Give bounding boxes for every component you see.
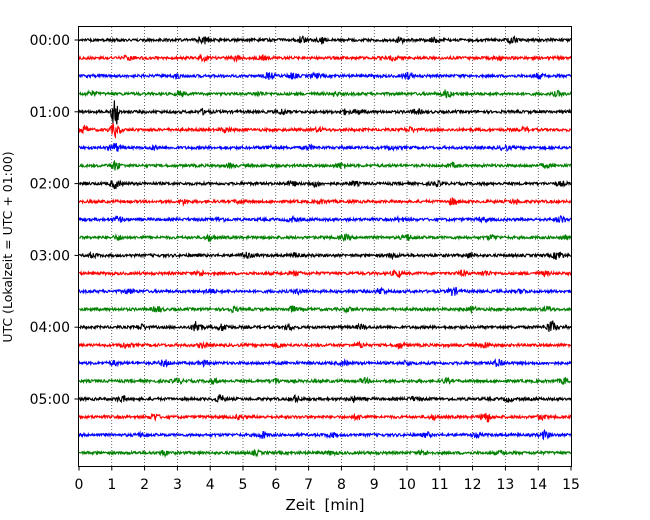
seismic-trace xyxy=(78,100,572,125)
seismic-trace xyxy=(78,232,572,243)
seismic-trace xyxy=(78,197,572,207)
y-tick-label: 00:00 xyxy=(30,33,70,49)
seismic-trace xyxy=(78,123,572,139)
x-tick-label: 5 xyxy=(239,477,248,493)
seismic-trace xyxy=(78,448,572,459)
x-tick-label: 3 xyxy=(173,477,182,493)
seismic-trace xyxy=(78,143,572,153)
seismic-trace xyxy=(78,412,572,424)
x-axis: 0 1 2 3 4 5 6 7 8 9 10 11 12 13 14 15 xyxy=(75,466,580,493)
x-tick-label: 8 xyxy=(337,477,346,493)
seismic-trace xyxy=(79,320,572,332)
x-tick-label: 10 xyxy=(398,477,416,493)
x-tick-label: 7 xyxy=(304,477,313,493)
seismic-trace xyxy=(78,89,572,99)
x-tick-label: 6 xyxy=(271,477,280,493)
plot-frame xyxy=(78,26,572,467)
seismic-trace xyxy=(78,214,572,224)
x-tick-label: 4 xyxy=(206,477,215,493)
y-tick-label: 04:00 xyxy=(30,320,70,336)
x-tick-label: 12 xyxy=(464,477,482,493)
seismic-trace xyxy=(78,251,572,261)
seismic-trace xyxy=(78,268,572,279)
x-tick-label: 11 xyxy=(431,477,449,493)
x-tick-label: 14 xyxy=(529,477,547,493)
seismic-trace xyxy=(78,304,572,315)
x-tick-label: 13 xyxy=(496,477,514,493)
y-tick-label: 02:00 xyxy=(30,177,70,193)
x-tick-label: 2 xyxy=(140,477,149,493)
x-axis-label: Zeit [min] xyxy=(285,496,364,514)
y-axis-label: UTC (Lokalzeit = UTC + 01:00) xyxy=(0,151,15,342)
y-tick-label: 01:00 xyxy=(30,105,70,121)
y-axis: 00:00 01:00 02:00 03:00 04:00 05:00 xyxy=(30,33,79,408)
seismic-trace xyxy=(78,179,572,190)
seismic-trace xyxy=(78,35,572,46)
vertical-grid xyxy=(111,27,539,466)
seismic-trace xyxy=(78,376,572,386)
x-tick-label: 1 xyxy=(107,477,116,493)
seismic-trace xyxy=(78,286,572,297)
seismic-trace xyxy=(78,394,572,404)
seismic-trace xyxy=(78,428,572,441)
x-tick-label: 9 xyxy=(370,477,379,493)
seismic-trace xyxy=(78,53,572,63)
seismic-trace xyxy=(78,340,572,351)
seismic-trace xyxy=(78,358,572,368)
seismic-traces xyxy=(78,35,572,459)
y-tick-label: 03:00 xyxy=(30,248,70,264)
y-tick-label: 05:00 xyxy=(30,392,70,408)
x-tick-label: 0 xyxy=(75,477,84,493)
seismic-trace xyxy=(79,159,572,171)
seismic-trace xyxy=(78,71,572,81)
x-tick-label: 15 xyxy=(562,477,580,493)
